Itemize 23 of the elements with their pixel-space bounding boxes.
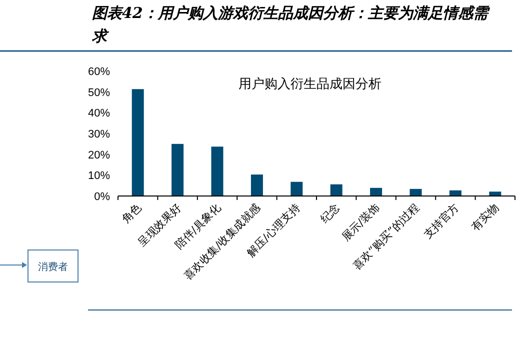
chart-subtitle: 用户购入衍生品成因分析 xyxy=(238,77,382,92)
bar xyxy=(489,192,502,196)
y-tick-label: 40% xyxy=(88,108,110,120)
chart-title: 图表42：用户购入游戏衍生品成因分析：主要为满足情感需求 xyxy=(92,3,491,47)
bar xyxy=(211,146,224,196)
x-tick-label: 有实物 xyxy=(468,200,502,234)
x-tick-label: 支持官方 xyxy=(421,200,462,242)
bar xyxy=(290,182,303,196)
bar xyxy=(410,188,422,196)
y-tick-label: 50% xyxy=(88,86,110,99)
y-tick-label: 60% xyxy=(88,66,110,78)
x-tick-label: 纪念 xyxy=(318,200,342,226)
text: 消费者 xyxy=(38,261,68,273)
y-tick-label: 0% xyxy=(94,191,110,203)
y-tick-label: 10% xyxy=(88,170,110,182)
bar xyxy=(172,144,184,196)
y-tick-label: 20% xyxy=(88,149,110,162)
bar xyxy=(330,184,342,196)
bar xyxy=(132,89,144,196)
x-tick-label: 角色 xyxy=(119,200,144,226)
bar xyxy=(250,174,263,196)
bar xyxy=(370,188,382,196)
y-tick-label: 30% xyxy=(88,128,110,140)
